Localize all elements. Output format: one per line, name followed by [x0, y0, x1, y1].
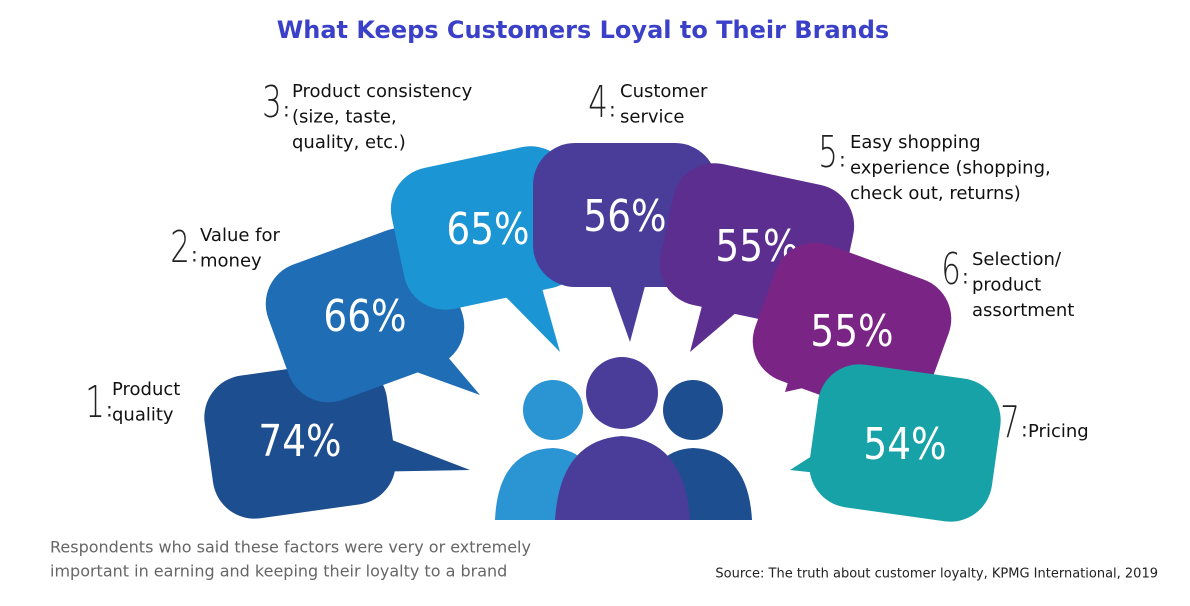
rank-colon: : [191, 243, 198, 267]
source: Source: The truth about customer loyalty… [715, 567, 1158, 582]
bubble-value: 74% [258, 415, 341, 467]
speech-bubble: 74% [204, 361, 470, 519]
factor-label: quality, etc.) [292, 132, 406, 153]
factor-label: (size, taste, [292, 107, 397, 128]
factor-label: service [620, 107, 684, 128]
rank-colon: : [106, 398, 113, 422]
factor-label: quality [112, 405, 174, 426]
factor-label: money [200, 251, 262, 272]
rank-number: 3 [262, 77, 282, 128]
rank-number: 2 [170, 222, 190, 273]
factor-label: Easy shopping [850, 132, 981, 153]
caption: Respondents who said these factors were … [50, 538, 531, 557]
rank-number: 1 [85, 377, 105, 428]
factor-label: assortment [972, 300, 1074, 321]
bubble-value: 65% [446, 203, 529, 255]
factor-label: Product consistency [292, 81, 473, 102]
factor-label: product [972, 275, 1041, 296]
rank-colon: : [283, 98, 290, 122]
rank-colon: : [839, 148, 846, 172]
people-icon [495, 357, 752, 520]
caption: important in earning and keeping their l… [50, 562, 507, 581]
bubble-value: 56% [583, 190, 666, 242]
bubble-body [204, 361, 396, 519]
rank-number: 4 [588, 77, 608, 128]
speech-bubble: 54% [790, 364, 1001, 522]
rank-number: 6 [941, 244, 961, 295]
factor-label: Selection/ [972, 249, 1062, 270]
rank-colon: : [609, 98, 616, 122]
factor-label: Customer [620, 81, 708, 102]
rank-colon: : [962, 265, 969, 289]
bubble-value: 54% [863, 418, 946, 470]
factor-label: experience (shopping, [850, 158, 1051, 179]
rank-number: 5 [818, 127, 838, 178]
title: What Keeps Customers Loyal to Their Bran… [277, 16, 889, 44]
bubble-value: 66% [323, 290, 406, 342]
bubble-body [809, 364, 1001, 522]
rank-colon: : [1021, 418, 1028, 442]
factor-label: Pricing [1028, 421, 1089, 442]
rank-number: 7 [1000, 397, 1020, 448]
bubble-value: 55% [810, 305, 893, 357]
factor-label: Value for [200, 225, 281, 246]
factor-label: check out, returns) [850, 183, 1021, 204]
factor-label: Product [112, 379, 180, 400]
